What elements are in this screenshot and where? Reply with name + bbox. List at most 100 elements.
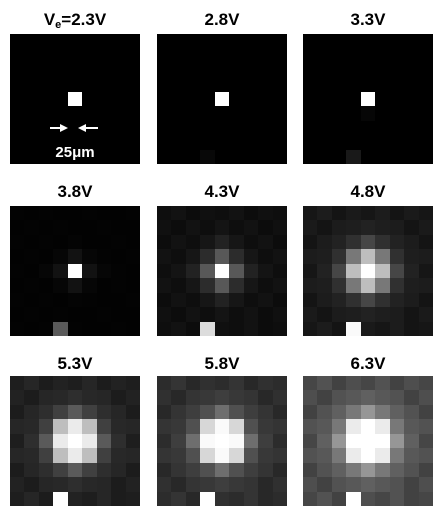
pixel	[53, 106, 68, 121]
pixel	[243, 462, 259, 478]
pixel	[10, 278, 25, 293]
pixel	[38, 220, 54, 235]
pixel	[82, 106, 97, 121]
pixel	[389, 477, 405, 492]
pixel	[53, 477, 68, 492]
pixel	[185, 462, 201, 478]
pixel	[96, 477, 112, 492]
pixel	[229, 135, 244, 150]
pixel	[303, 62, 318, 78]
pixel	[38, 419, 54, 434]
pixel	[53, 376, 68, 391]
pixel	[125, 135, 140, 150]
pixel	[404, 307, 419, 322]
pixel	[38, 477, 54, 492]
pixel	[258, 321, 273, 336]
pixel	[331, 477, 347, 492]
pixel	[67, 307, 83, 322]
pixel	[38, 307, 54, 322]
pixel	[389, 77, 405, 92]
pixel	[243, 404, 259, 420]
pixel	[67, 206, 83, 221]
pixel	[111, 278, 126, 293]
pixel	[111, 433, 126, 449]
pixel	[360, 491, 376, 506]
pixel	[38, 448, 54, 463]
pixel	[214, 448, 230, 463]
pixel	[200, 419, 215, 434]
pixel	[317, 477, 332, 492]
pixel	[331, 249, 347, 264]
pixel	[404, 419, 419, 434]
pixel	[375, 404, 390, 420]
pixel	[418, 106, 433, 121]
pixel	[53, 462, 68, 478]
pixel	[185, 135, 201, 150]
pixel	[404, 149, 419, 164]
pixel	[360, 120, 376, 136]
pixel	[229, 321, 244, 336]
pixel	[272, 433, 287, 449]
pixel	[404, 433, 419, 449]
pixel	[10, 220, 25, 235]
pixel	[317, 321, 332, 336]
pixel	[258, 477, 273, 492]
pixel	[111, 48, 126, 63]
pixel	[331, 491, 347, 506]
pixel	[24, 491, 39, 506]
pixel	[157, 462, 172, 478]
pixel	[346, 249, 361, 264]
pixel	[200, 448, 215, 463]
pixel	[96, 249, 112, 264]
pixel	[10, 477, 25, 492]
pixel	[272, 106, 287, 121]
pixel	[375, 249, 390, 264]
pixel	[185, 91, 201, 107]
pixel	[346, 48, 361, 63]
pixel	[243, 91, 259, 107]
pixel	[111, 34, 126, 49]
pixel	[125, 48, 140, 63]
pixel	[360, 135, 376, 150]
pixel	[331, 433, 347, 449]
pixel	[24, 135, 39, 150]
pixel	[185, 77, 201, 92]
pixel	[272, 491, 287, 506]
pixel	[303, 307, 318, 322]
pixel	[346, 462, 361, 478]
pixel	[229, 292, 244, 308]
pixel	[82, 321, 97, 336]
pixel	[10, 321, 25, 336]
pixel	[10, 120, 25, 136]
pixel	[214, 48, 230, 63]
pixel	[53, 206, 68, 221]
pixel	[243, 220, 259, 235]
pixel	[346, 34, 361, 49]
pixel	[24, 321, 39, 336]
pixel	[125, 376, 140, 391]
pixel	[389, 376, 405, 391]
pixel	[360, 34, 376, 49]
pixel	[111, 292, 126, 308]
pixel	[389, 491, 405, 506]
pixel	[404, 77, 419, 92]
pixel	[10, 135, 25, 150]
pixel	[185, 404, 201, 420]
pixel	[96, 106, 112, 121]
pixel	[125, 433, 140, 449]
pixel	[67, 120, 83, 136]
pixel	[157, 120, 172, 136]
pixel-grid-3	[303, 34, 433, 164]
pixel	[229, 77, 244, 92]
pixel	[214, 419, 230, 434]
pixel	[317, 206, 332, 221]
pixel	[243, 249, 259, 264]
pixel	[272, 390, 287, 405]
pixel	[389, 48, 405, 63]
pixel	[96, 120, 112, 136]
pixel	[10, 491, 25, 506]
pixel	[200, 462, 215, 478]
pixel	[331, 48, 347, 63]
pixel	[125, 149, 140, 164]
pixel	[200, 249, 215, 264]
